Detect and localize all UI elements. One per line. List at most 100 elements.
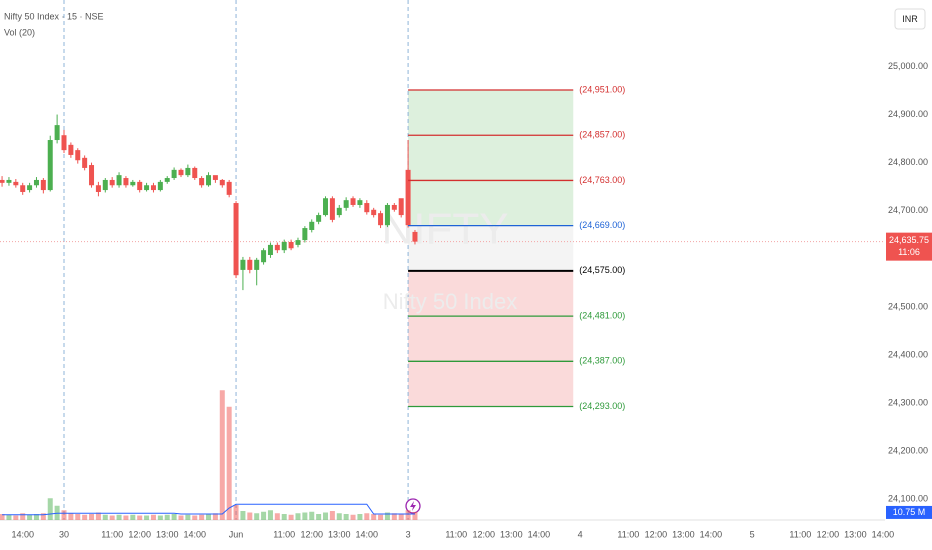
candle-body — [371, 209, 377, 216]
candle-body — [288, 242, 294, 249]
watermark-description: Nifty 50 Index — [383, 289, 518, 314]
x-tick-label: 13:00 — [844, 529, 867, 539]
volume-bar — [199, 514, 205, 520]
candle-body — [199, 178, 205, 186]
candle-body — [157, 181, 163, 191]
y-tick-label: 24,400.00 — [888, 349, 928, 359]
candle-body — [171, 169, 177, 179]
level-label: (24,951.00) — [579, 84, 625, 94]
y-tick-label: 24,900.00 — [888, 109, 928, 119]
level-label: (24,763.00) — [579, 175, 625, 185]
candle-body — [109, 179, 115, 186]
volume-bar — [240, 511, 246, 520]
volume-bar — [33, 514, 39, 520]
x-tick-label: 14:00 — [11, 529, 34, 539]
y-tick-label: 24,800.00 — [888, 157, 928, 167]
volume-bar — [178, 515, 184, 520]
volume-bar — [116, 514, 122, 520]
volume-bar — [212, 513, 218, 520]
y-tick-label: 24,200.00 — [888, 446, 928, 456]
price-label: 24,635.75 — [889, 235, 929, 245]
candle-body — [398, 198, 404, 216]
x-tick-label: 11:00 — [273, 529, 295, 539]
volume-bar — [95, 512, 101, 520]
candle-body — [343, 200, 349, 208]
volume-bar — [123, 515, 129, 520]
candle-body — [20, 185, 26, 192]
countdown-label: 11:06 — [898, 247, 920, 257]
candle-body — [89, 165, 95, 186]
x-tick-label: 12:00 — [645, 529, 668, 539]
currency-button[interactable] — [894, 8, 926, 30]
x-tick-label: 12:00 — [473, 529, 496, 539]
x-tick-label: 13:00 — [672, 529, 695, 539]
volume-bar — [130, 514, 136, 520]
volume-bar — [261, 511, 267, 520]
candle-body — [123, 178, 129, 186]
profit-zone — [408, 90, 574, 226]
volume-bar — [61, 510, 67, 520]
y-tick-label: 24,500.00 — [888, 301, 928, 311]
volume-bar — [302, 512, 308, 520]
candle-body — [206, 175, 212, 186]
volume-bar — [350, 514, 356, 520]
background-layer — [0, 0, 885, 520]
volume-bar — [357, 514, 363, 520]
candle-body — [47, 140, 53, 191]
candle-body — [144, 185, 150, 191]
volume-ma-line — [2, 503, 415, 516]
x-tick-label: 13:00 — [500, 529, 523, 539]
volume-bar — [206, 514, 212, 520]
candle-body — [412, 231, 418, 242]
candle-body — [261, 250, 267, 263]
volume-bar — [398, 514, 404, 520]
candle-body — [82, 157, 88, 168]
level-label: (24,669.00) — [579, 220, 625, 230]
x-tick-label: 14:00 — [528, 529, 551, 539]
y-tick-label: 24,300.00 — [888, 398, 928, 408]
y-tick-label: 25,000.00 — [888, 61, 928, 71]
level-label: (24,857.00) — [579, 130, 625, 140]
volume-bar — [6, 514, 12, 520]
candle-body — [33, 179, 39, 186]
level-label: (24,575.00) — [579, 265, 625, 275]
volume-bar — [254, 513, 260, 520]
candle-body — [219, 179, 225, 186]
volume-bar — [233, 505, 239, 520]
loss-zone — [408, 270, 574, 407]
volume-bar — [0, 514, 5, 520]
volume-bar — [40, 513, 46, 520]
candle-body — [391, 204, 397, 210]
volume-bar — [20, 513, 26, 520]
x-tick-label: 12:00 — [817, 529, 840, 539]
y-tick-label: 24,700.00 — [888, 205, 928, 215]
volume-bar — [391, 513, 397, 520]
candle-body — [233, 203, 239, 276]
volume-bar — [150, 514, 156, 520]
volume-bar — [13, 515, 19, 520]
currency-label: INR — [902, 14, 918, 24]
candle-body — [302, 228, 308, 241]
candle-body — [137, 181, 143, 191]
volume-label-box — [886, 505, 932, 519]
candle-body — [192, 167, 198, 179]
candle-body — [329, 198, 335, 220]
candle-body — [102, 179, 108, 191]
volume-bar — [281, 514, 287, 520]
volume-bar — [323, 512, 329, 520]
candle-body — [323, 198, 329, 216]
x-tick-label: 5 — [750, 529, 755, 539]
alert-bolt — [410, 501, 416, 511]
volume-bar — [247, 512, 253, 520]
volume-bar — [75, 514, 81, 520]
candle-body — [378, 213, 384, 226]
volume-bar — [185, 514, 191, 520]
x-tick-label: 14:00 — [356, 529, 379, 539]
volume-bar — [384, 512, 390, 520]
volume-bar — [412, 511, 418, 520]
volume-bar — [47, 498, 53, 520]
x-tick-label: 11:00 — [101, 529, 123, 539]
volume-bar — [164, 514, 170, 520]
volume-bar — [295, 513, 301, 520]
